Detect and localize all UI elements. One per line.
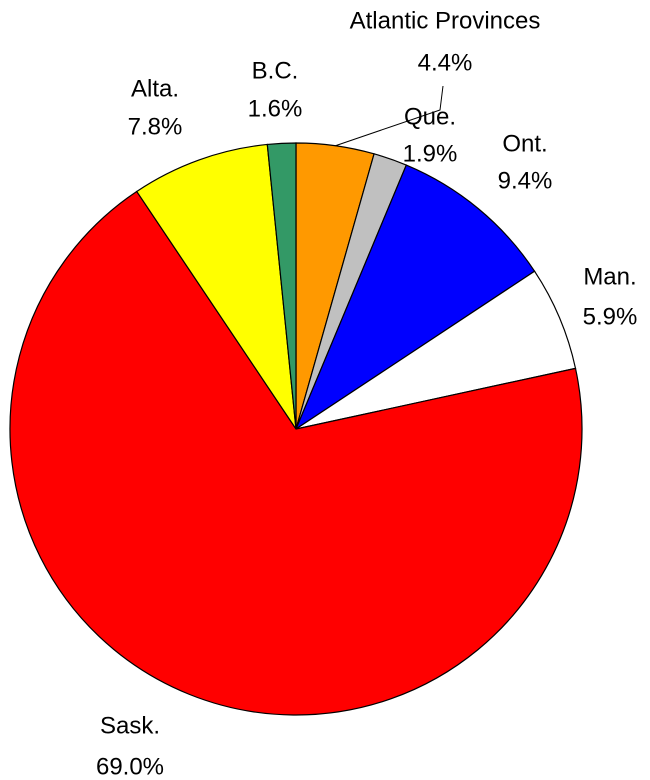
- slice-label: Man.: [583, 263, 636, 290]
- pie-slice: [266, 142, 297, 430]
- slice-label: Ont.: [502, 130, 547, 157]
- slice-label: Que.: [404, 103, 456, 130]
- leader-line: [335, 85, 444, 147]
- slice-value-label: 5.9%: [583, 303, 638, 330]
- pie-slice: [9, 190, 583, 716]
- slice-value-label: 1.6%: [248, 95, 303, 122]
- slice-label: Atlantic Provinces: [350, 7, 541, 34]
- slice-value-label: 9.4%: [498, 167, 553, 194]
- pie-slice: [294, 164, 536, 431]
- slice-label: B.C.: [252, 57, 299, 84]
- pie-slice: [135, 143, 297, 430]
- slice-value-label: 7.8%: [128, 113, 183, 140]
- slice-label: Alta.: [131, 75, 179, 102]
- slice-label: Sask.: [100, 712, 160, 739]
- slice-value-label: 4.4%: [418, 49, 473, 76]
- slice-value-label: 1.9%: [403, 140, 458, 167]
- slice-value-label: 69.0%: [96, 753, 164, 780]
